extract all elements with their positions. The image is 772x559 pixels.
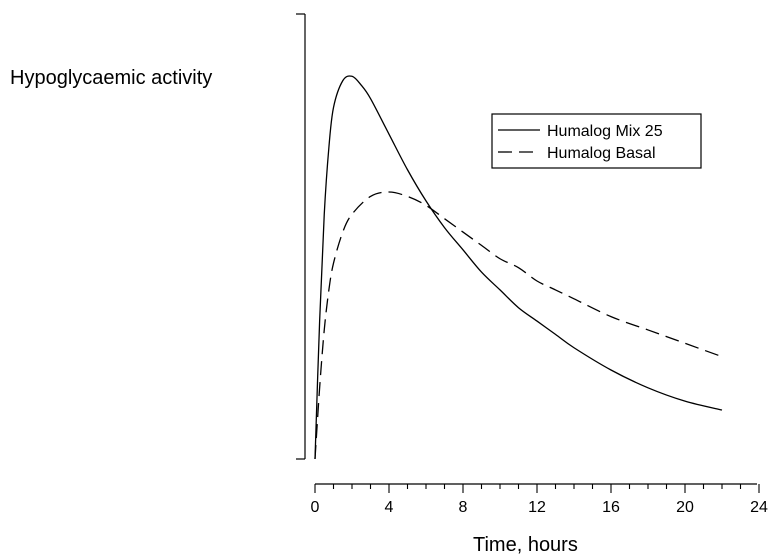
x-ticks — [314, 484, 760, 493]
x-tick-label: 16 — [602, 499, 620, 516]
series-line-humalog-basal — [314, 191, 723, 460]
series-layer — [314, 75, 723, 460]
x-tick-label: 24 — [750, 499, 768, 516]
x-tick-label: 12 — [528, 499, 546, 516]
x-axis-label: Time, hours — [473, 534, 578, 556]
x-tick-label: 4 — [385, 499, 394, 516]
series-line-humalog-mix-25 — [314, 75, 723, 460]
x-tick-label: 0 — [311, 499, 320, 516]
x-tick-label: 20 — [676, 499, 694, 516]
legend-label-humalog-mix-25: Humalog Mix 25 — [547, 123, 663, 140]
legend: Humalog Mix 25 Humalog Basal — [491, 113, 702, 169]
legend-label-humalog-basal: Humalog Basal — [547, 145, 656, 162]
legend-box — [491, 113, 702, 169]
x-tick-label: 8 — [459, 499, 468, 516]
y-axis-label: Hypoglycaemic activity — [10, 67, 212, 89]
x-tick-labels: 0 4 8 12 16 20 24 — [311, 499, 768, 516]
y-axis — [296, 13, 306, 460]
